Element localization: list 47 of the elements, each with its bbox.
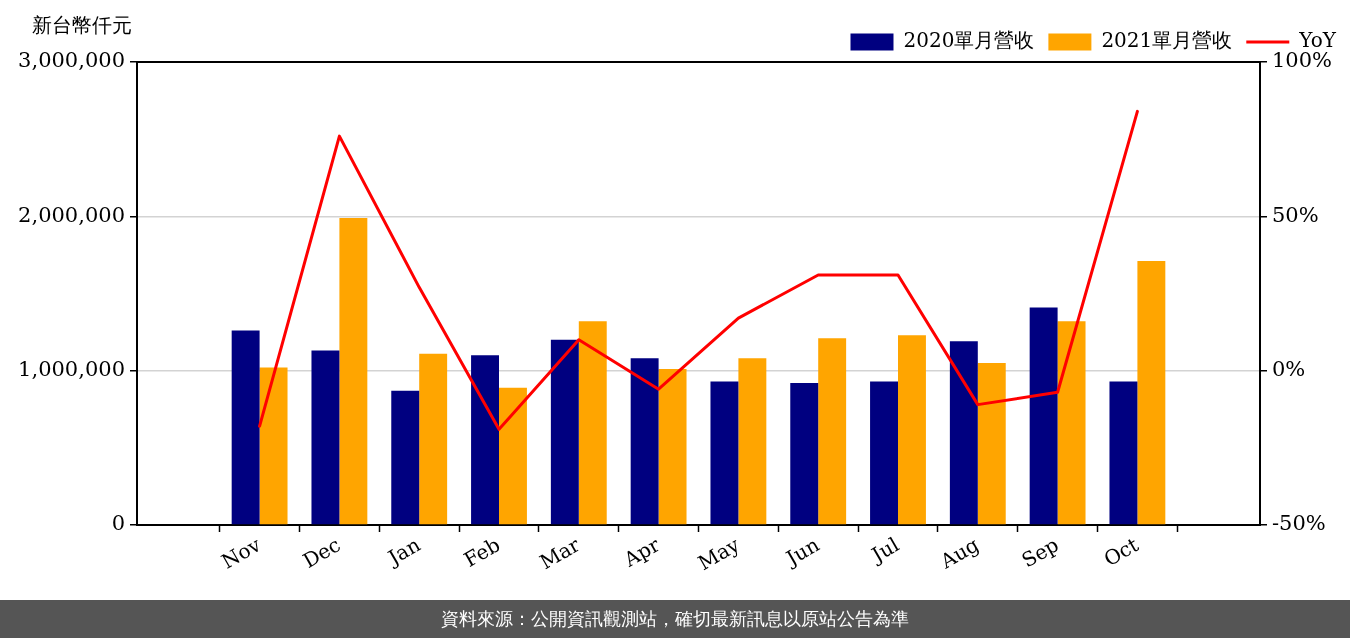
bar: [738, 358, 767, 525]
bar: [949, 341, 978, 525]
bar: [259, 367, 288, 525]
bar: [870, 381, 898, 525]
x-tick-label: Aug: [935, 532, 984, 574]
bar: [391, 390, 420, 525]
x-tick-label: Oct: [1099, 532, 1143, 572]
bar: [1137, 261, 1166, 525]
y-tick-label: 3,000,000: [18, 48, 125, 73]
bar: [578, 321, 607, 525]
y2-tick-label: 0%: [1272, 357, 1306, 382]
y2-tick-label: 50%: [1272, 202, 1319, 227]
x-tick-label: Dec: [298, 532, 345, 573]
x-tick-label: Jul: [865, 532, 904, 568]
bar: [550, 339, 579, 525]
y-axis-title: 新台幣仟元: [32, 13, 132, 38]
y2-tick-label: -50%: [1272, 511, 1326, 536]
x-tick-label: Jan: [382, 532, 425, 571]
x-tick-label: Sep: [1017, 532, 1063, 573]
x-tick-label: Jun: [780, 532, 824, 572]
bar: [710, 381, 739, 525]
source-note: 資料來源：公開資訊觀測站，確切最新訊息以原站公告為準: [441, 607, 909, 631]
x-tick-label: Nov: [217, 532, 266, 574]
bar: [790, 383, 819, 525]
y-tick-label: 0: [111, 511, 125, 536]
bar: [499, 387, 527, 525]
legend-label: 2021單月營收: [1101, 28, 1233, 53]
y-tick-label: 1,000,000: [18, 357, 125, 382]
bar: [658, 369, 687, 525]
y-tick-label: 2,000,000: [18, 202, 125, 227]
x-tick-label: Apr: [618, 532, 665, 573]
bar: [231, 330, 260, 525]
bar: [339, 217, 368, 525]
bar: [1029, 307, 1058, 525]
bar: [419, 353, 448, 525]
legend-label: 2020單月營收: [903, 28, 1035, 53]
bar: [630, 358, 659, 525]
bar: [471, 355, 499, 525]
bar: [1057, 321, 1086, 525]
bar: [1109, 381, 1138, 525]
bar: [311, 350, 340, 525]
bar: [977, 362, 1006, 525]
bar: [898, 335, 926, 525]
x-tick-label: Mar: [535, 532, 585, 575]
x-tick-label: May: [693, 532, 745, 576]
x-tick-label: Feb: [459, 532, 505, 572]
bar: [818, 338, 847, 525]
